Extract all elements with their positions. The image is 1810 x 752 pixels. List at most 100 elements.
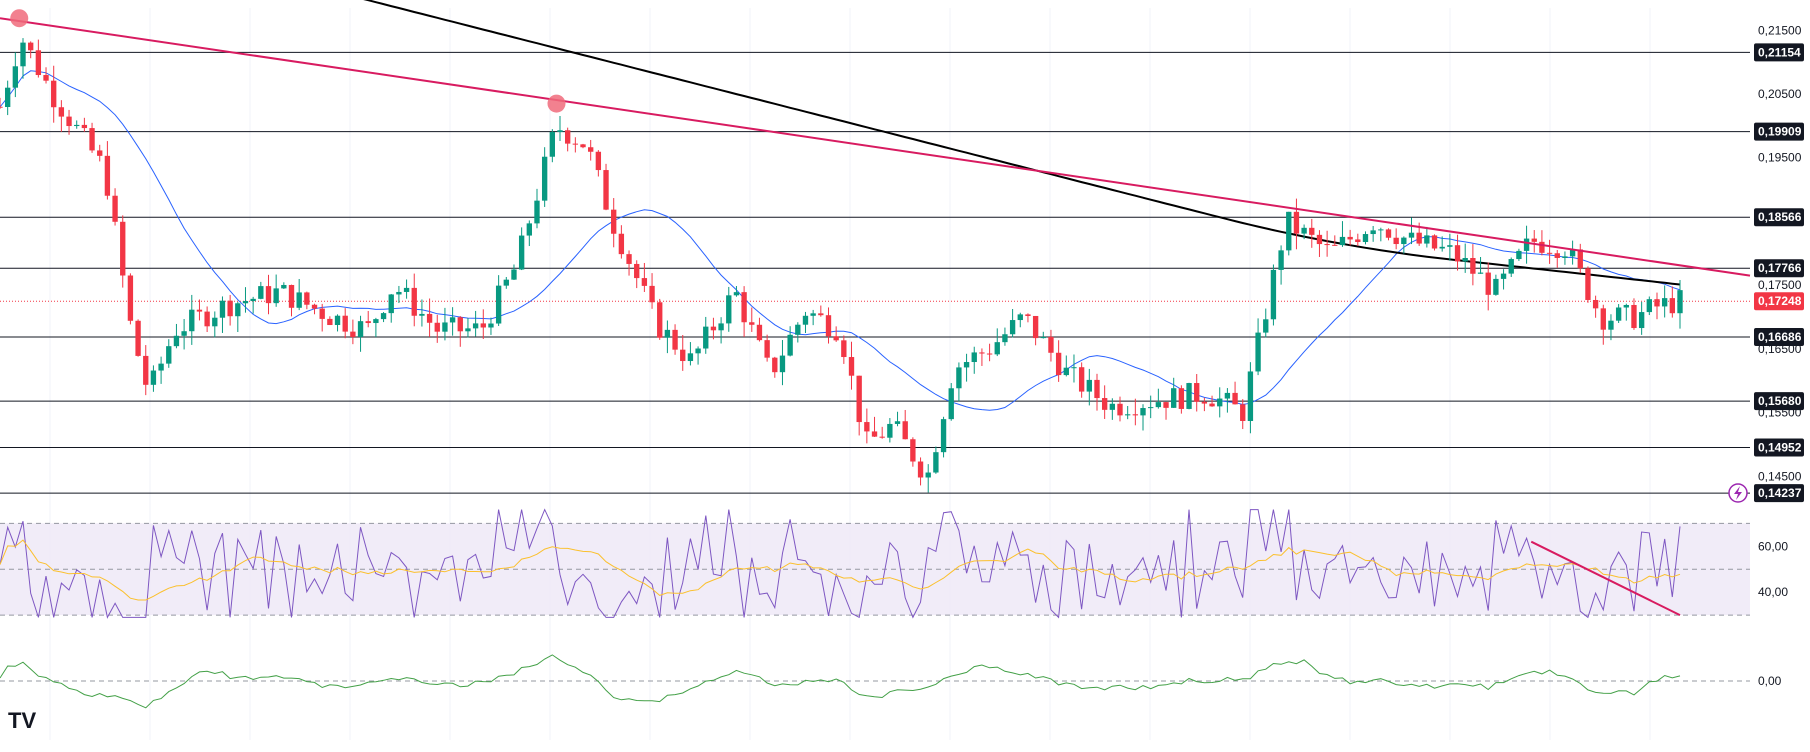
candle — [1592, 295, 1599, 318]
candle — [910, 437, 916, 467]
candle — [296, 278, 302, 311]
candle — [235, 301, 241, 332]
candle — [1301, 224, 1307, 240]
candle-body — [518, 235, 525, 270]
candle — [288, 284, 295, 317]
candle — [1654, 292, 1660, 320]
candle-body — [396, 291, 402, 295]
candle-body — [956, 367, 962, 389]
candle-body — [1124, 414, 1131, 416]
candle — [1232, 381, 1238, 405]
level-label-box — [1754, 43, 1804, 62]
trend-touch-marker — [10, 9, 29, 28]
candle — [403, 279, 410, 299]
candle-body — [1025, 314, 1031, 316]
candle-body — [1661, 298, 1668, 307]
candle — [58, 100, 65, 132]
lightning-icon[interactable] — [1728, 483, 1748, 503]
candle-body — [1301, 227, 1307, 234]
level-label: 0,18566 — [1754, 208, 1804, 227]
candle — [1661, 285, 1668, 318]
candle — [772, 356, 778, 378]
level-label: 0,14237 — [1754, 484, 1804, 503]
candle-body — [74, 124, 80, 127]
candle — [97, 144, 103, 162]
candle — [227, 294, 233, 326]
price-tick-label: 0,14500 — [1758, 469, 1802, 483]
candle-body — [971, 352, 977, 363]
candle-body — [894, 421, 901, 424]
candle-body — [373, 319, 379, 324]
candle — [28, 41, 34, 59]
candle-body — [342, 315, 348, 332]
candle-body — [1631, 304, 1637, 329]
candle — [634, 260, 640, 289]
candle-body — [350, 331, 356, 337]
level-label: 0,15680 — [1754, 392, 1804, 411]
candle — [342, 308, 348, 339]
candle-body — [1393, 237, 1399, 245]
candle-body — [120, 221, 126, 276]
candle-body — [1155, 402, 1162, 408]
candle-body — [1408, 232, 1415, 238]
candle-body — [1654, 299, 1660, 307]
tradingview-logo: TV — [8, 708, 36, 733]
candle-body — [917, 461, 924, 478]
candle-body — [258, 286, 264, 299]
candle-body — [250, 298, 256, 302]
candle-body — [726, 295, 732, 324]
candle — [20, 38, 26, 79]
candle — [572, 137, 579, 153]
candle — [1500, 269, 1507, 290]
candle-body — [787, 334, 793, 356]
candle-body — [472, 323, 479, 329]
candle — [1155, 388, 1162, 409]
candle — [1178, 385, 1185, 414]
candle — [1002, 327, 1008, 346]
level-label-box — [1754, 392, 1804, 411]
candle — [1347, 229, 1353, 246]
candle-body — [1347, 236, 1353, 240]
candle — [1316, 230, 1323, 257]
candle — [940, 416, 947, 458]
candle-body — [1462, 257, 1468, 262]
rsi-signal-line — [0, 539, 1681, 601]
candle — [1385, 228, 1392, 241]
candle — [1470, 244, 1476, 286]
candle — [1454, 234, 1461, 271]
candle-body — [871, 431, 878, 437]
candle — [43, 67, 49, 84]
candle — [779, 340, 786, 386]
level-label: 0,14952 — [1754, 438, 1804, 457]
candle-body — [112, 195, 118, 222]
candle — [963, 353, 970, 382]
candle — [580, 143, 586, 149]
candle-body — [1040, 336, 1046, 339]
candle — [1055, 340, 1062, 382]
candle-body — [718, 323, 724, 331]
candle-body — [795, 324, 801, 335]
candle — [1309, 218, 1315, 248]
candle — [1362, 231, 1369, 245]
candle-body — [802, 315, 809, 325]
candle-body — [1140, 408, 1146, 416]
candle — [1623, 303, 1629, 321]
candle — [1009, 309, 1016, 338]
candle — [495, 275, 502, 326]
candle — [1431, 234, 1438, 251]
candle-body — [135, 320, 141, 356]
candle-body — [634, 263, 640, 279]
candle-body — [1048, 336, 1054, 353]
candle — [1247, 362, 1254, 434]
candle-body — [1263, 319, 1269, 333]
candle — [741, 286, 747, 337]
candle-body — [357, 321, 364, 337]
candle — [664, 320, 671, 354]
candle-body — [833, 336, 839, 341]
candle-body — [1562, 256, 1568, 258]
candle — [472, 310, 479, 337]
candle-body — [388, 294, 394, 314]
candle-body — [1002, 334, 1008, 343]
candle-body — [442, 322, 448, 332]
